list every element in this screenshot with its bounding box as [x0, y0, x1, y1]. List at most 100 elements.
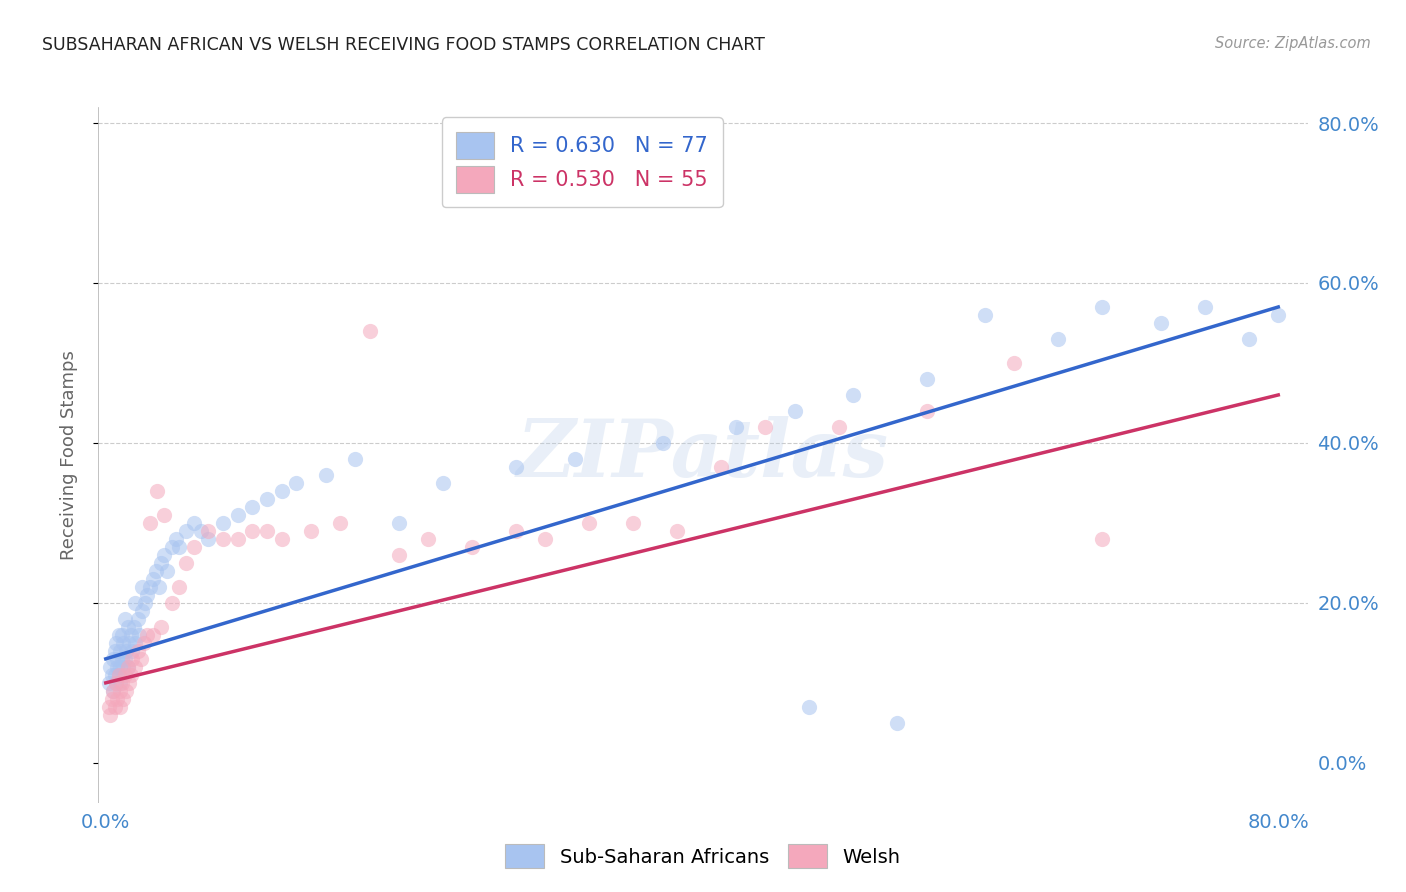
Point	[114, 652, 136, 666]
Point	[505, 524, 527, 538]
Point	[915, 404, 938, 418]
Point	[120, 668, 142, 682]
Point	[110, 660, 132, 674]
Point	[110, 676, 132, 690]
Point	[112, 691, 135, 706]
Point	[124, 636, 146, 650]
Point	[145, 564, 167, 578]
Point	[388, 548, 411, 562]
Point	[666, 524, 689, 538]
Point	[1267, 308, 1289, 322]
Point	[101, 683, 124, 698]
Point	[97, 699, 120, 714]
Point	[114, 612, 136, 626]
Point	[621, 516, 644, 530]
Point	[285, 475, 308, 490]
Point	[111, 628, 134, 642]
Point	[1004, 356, 1026, 370]
Point	[103, 699, 125, 714]
Point	[111, 652, 134, 666]
Point	[131, 580, 153, 594]
Point	[135, 628, 157, 642]
Point	[167, 540, 190, 554]
Point	[101, 652, 124, 666]
Point	[124, 660, 146, 674]
Point	[388, 516, 411, 530]
Point	[256, 491, 278, 506]
Point	[108, 628, 131, 642]
Text: SUBSAHARAN AFRICAN VS WELSH RECEIVING FOOD STAMPS CORRELATION CHART: SUBSAHARAN AFRICAN VS WELSH RECEIVING FO…	[42, 36, 765, 54]
Point	[783, 404, 806, 418]
Point	[724, 420, 747, 434]
Point	[117, 660, 139, 674]
Point	[110, 699, 132, 714]
Point	[165, 532, 187, 546]
Point	[534, 532, 557, 546]
Text: ZIPatlas: ZIPatlas	[517, 417, 889, 493]
Point	[578, 516, 600, 530]
Point	[100, 668, 122, 682]
Point	[176, 524, 198, 538]
Point	[134, 596, 156, 610]
Point	[129, 652, 152, 666]
Point	[270, 532, 292, 546]
Point	[1150, 316, 1173, 330]
Point	[114, 668, 136, 682]
Point	[799, 699, 821, 714]
Point	[110, 683, 132, 698]
Point	[842, 388, 865, 402]
Legend: Sub-Saharan Africans, Welsh: Sub-Saharan Africans, Welsh	[495, 835, 911, 878]
Point	[112, 660, 135, 674]
Point	[827, 420, 849, 434]
Point	[118, 636, 141, 650]
Point	[915, 372, 938, 386]
Point	[505, 459, 527, 474]
Point	[270, 483, 292, 498]
Y-axis label: Receiving Food Stamps: Receiving Food Stamps	[59, 350, 77, 560]
Text: Source: ZipAtlas.com: Source: ZipAtlas.com	[1215, 36, 1371, 51]
Point	[183, 540, 205, 554]
Point	[132, 636, 155, 650]
Point	[142, 572, 165, 586]
Point	[110, 644, 132, 658]
Point	[150, 556, 173, 570]
Point	[183, 516, 205, 530]
Point	[418, 532, 440, 546]
Point	[226, 532, 249, 546]
Point	[1047, 332, 1070, 346]
Point	[315, 467, 337, 482]
Point	[150, 620, 173, 634]
Point	[107, 660, 129, 674]
Point	[121, 652, 143, 666]
Point	[886, 715, 908, 730]
Point	[101, 683, 124, 698]
Point	[1237, 332, 1260, 346]
Point	[98, 660, 121, 674]
Point	[120, 628, 142, 642]
Point	[160, 596, 183, 610]
Point	[153, 548, 176, 562]
Point	[138, 580, 160, 594]
Point	[103, 668, 125, 682]
Point	[128, 628, 150, 642]
Point	[107, 652, 129, 666]
Point	[148, 580, 170, 594]
Point	[142, 628, 165, 642]
Point	[115, 644, 138, 658]
Point	[299, 524, 322, 538]
Point	[115, 683, 138, 698]
Point	[107, 691, 129, 706]
Point	[146, 483, 169, 498]
Point	[754, 420, 776, 434]
Legend: R = 0.630   N = 77, R = 0.530   N = 55: R = 0.630 N = 77, R = 0.530 N = 55	[441, 118, 723, 208]
Point	[127, 612, 149, 626]
Point	[190, 524, 212, 538]
Point	[226, 508, 249, 522]
Point	[710, 459, 733, 474]
Point	[117, 620, 139, 634]
Point	[118, 676, 141, 690]
Point	[1194, 300, 1216, 314]
Point	[564, 451, 586, 466]
Point	[240, 524, 263, 538]
Point	[212, 516, 235, 530]
